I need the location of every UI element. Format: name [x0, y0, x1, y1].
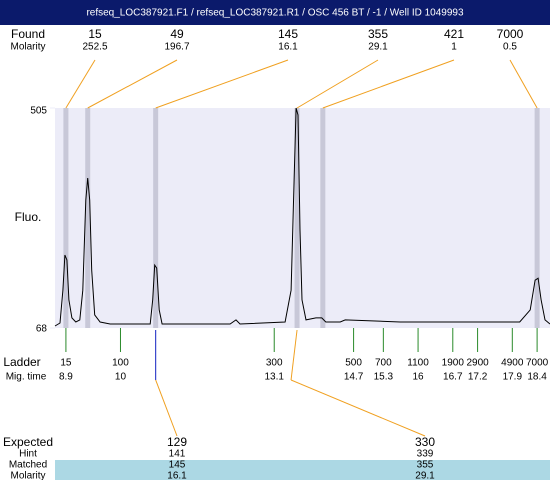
matched-size: 355	[417, 460, 434, 471]
peak-band	[294, 108, 300, 328]
ladder-label: Ladder	[3, 355, 40, 369]
found-molarity: 0.5	[503, 42, 517, 53]
matched-size: 145	[169, 460, 186, 471]
ladder-size: 1900	[442, 358, 465, 369]
matched-band	[55, 460, 550, 480]
found-molarity: 252.5	[82, 42, 107, 53]
match-connector	[290, 379, 426, 437]
ladder-time: 18.4	[527, 372, 547, 383]
ladder-time: 16.7	[443, 372, 463, 383]
y-tick-label: 68	[36, 324, 48, 335]
mig-time-label: Mig. time	[6, 372, 47, 383]
ladder-time: 13.1	[264, 372, 284, 383]
ladder-size: 7000	[526, 358, 549, 369]
y-tick-label: 505	[30, 106, 47, 117]
ladder-time: 8.9	[59, 372, 73, 383]
ladder-size: 100	[112, 358, 129, 369]
ladder-time: 10	[115, 372, 127, 383]
ladder-time: 17.2	[468, 372, 488, 383]
ladder-time: 14.7	[344, 372, 364, 383]
ladder-time: 15.3	[374, 372, 394, 383]
found-molarity: 29.1	[368, 42, 388, 53]
found-size: 7000	[497, 27, 524, 41]
matched-label: Matched	[9, 460, 47, 471]
found-molarity: 1	[451, 42, 457, 53]
hint-label: Hint	[19, 449, 37, 460]
molarity-label: Molarity	[10, 471, 45, 480]
peak-band	[63, 108, 69, 328]
ladder-size: 500	[345, 358, 362, 369]
trace-line	[54, 107, 550, 327]
match-connector	[155, 379, 178, 437]
ladder-size: 700	[375, 358, 392, 369]
found-size: 421	[444, 27, 464, 41]
peak-band	[85, 108, 91, 328]
found-molarity-label: Molarity	[10, 42, 45, 53]
found-molarity: 16.1	[278, 42, 298, 53]
ladder-time: 16	[413, 372, 425, 383]
peak-connector	[322, 59, 455, 109]
ladder-size: 15	[60, 358, 72, 369]
matched-molarity: 16.1	[167, 471, 187, 480]
ladder-size: 1100	[407, 358, 429, 369]
peak-connector	[296, 59, 379, 109]
peak-connector	[155, 59, 289, 109]
found-label: Found	[11, 27, 45, 41]
header-title: refseq_LOC387921.F1 / refseq_LOC387921.R…	[86, 8, 464, 19]
found-molarity: 196.7	[164, 42, 189, 53]
found-size: 145	[278, 27, 298, 41]
peak-band	[153, 108, 159, 328]
expected-size: 330	[415, 435, 435, 449]
found-size: 355	[368, 27, 388, 41]
match-drop	[290, 329, 298, 381]
ladder-size: 2900	[466, 358, 489, 369]
expected-label: Expected	[3, 435, 53, 449]
peak-band	[320, 108, 326, 328]
ladder-size: 4900	[501, 358, 524, 369]
hint-size: 339	[417, 449, 434, 460]
expected-size: 129	[167, 435, 187, 449]
peak-connector	[65, 59, 96, 109]
plot-area	[55, 108, 550, 328]
y-axis-label: Fluo.	[15, 210, 42, 224]
ladder-time: 17.9	[503, 372, 523, 383]
found-size: 49	[170, 27, 184, 41]
found-size: 15	[88, 27, 102, 41]
peak-connector	[87, 59, 178, 109]
matched-molarity: 29.1	[415, 471, 435, 480]
ladder-size: 300	[266, 358, 283, 369]
header-bar	[0, 0, 550, 25]
hint-size: 141	[169, 449, 186, 460]
peak-band	[534, 108, 540, 328]
peak-connector	[509, 59, 538, 109]
